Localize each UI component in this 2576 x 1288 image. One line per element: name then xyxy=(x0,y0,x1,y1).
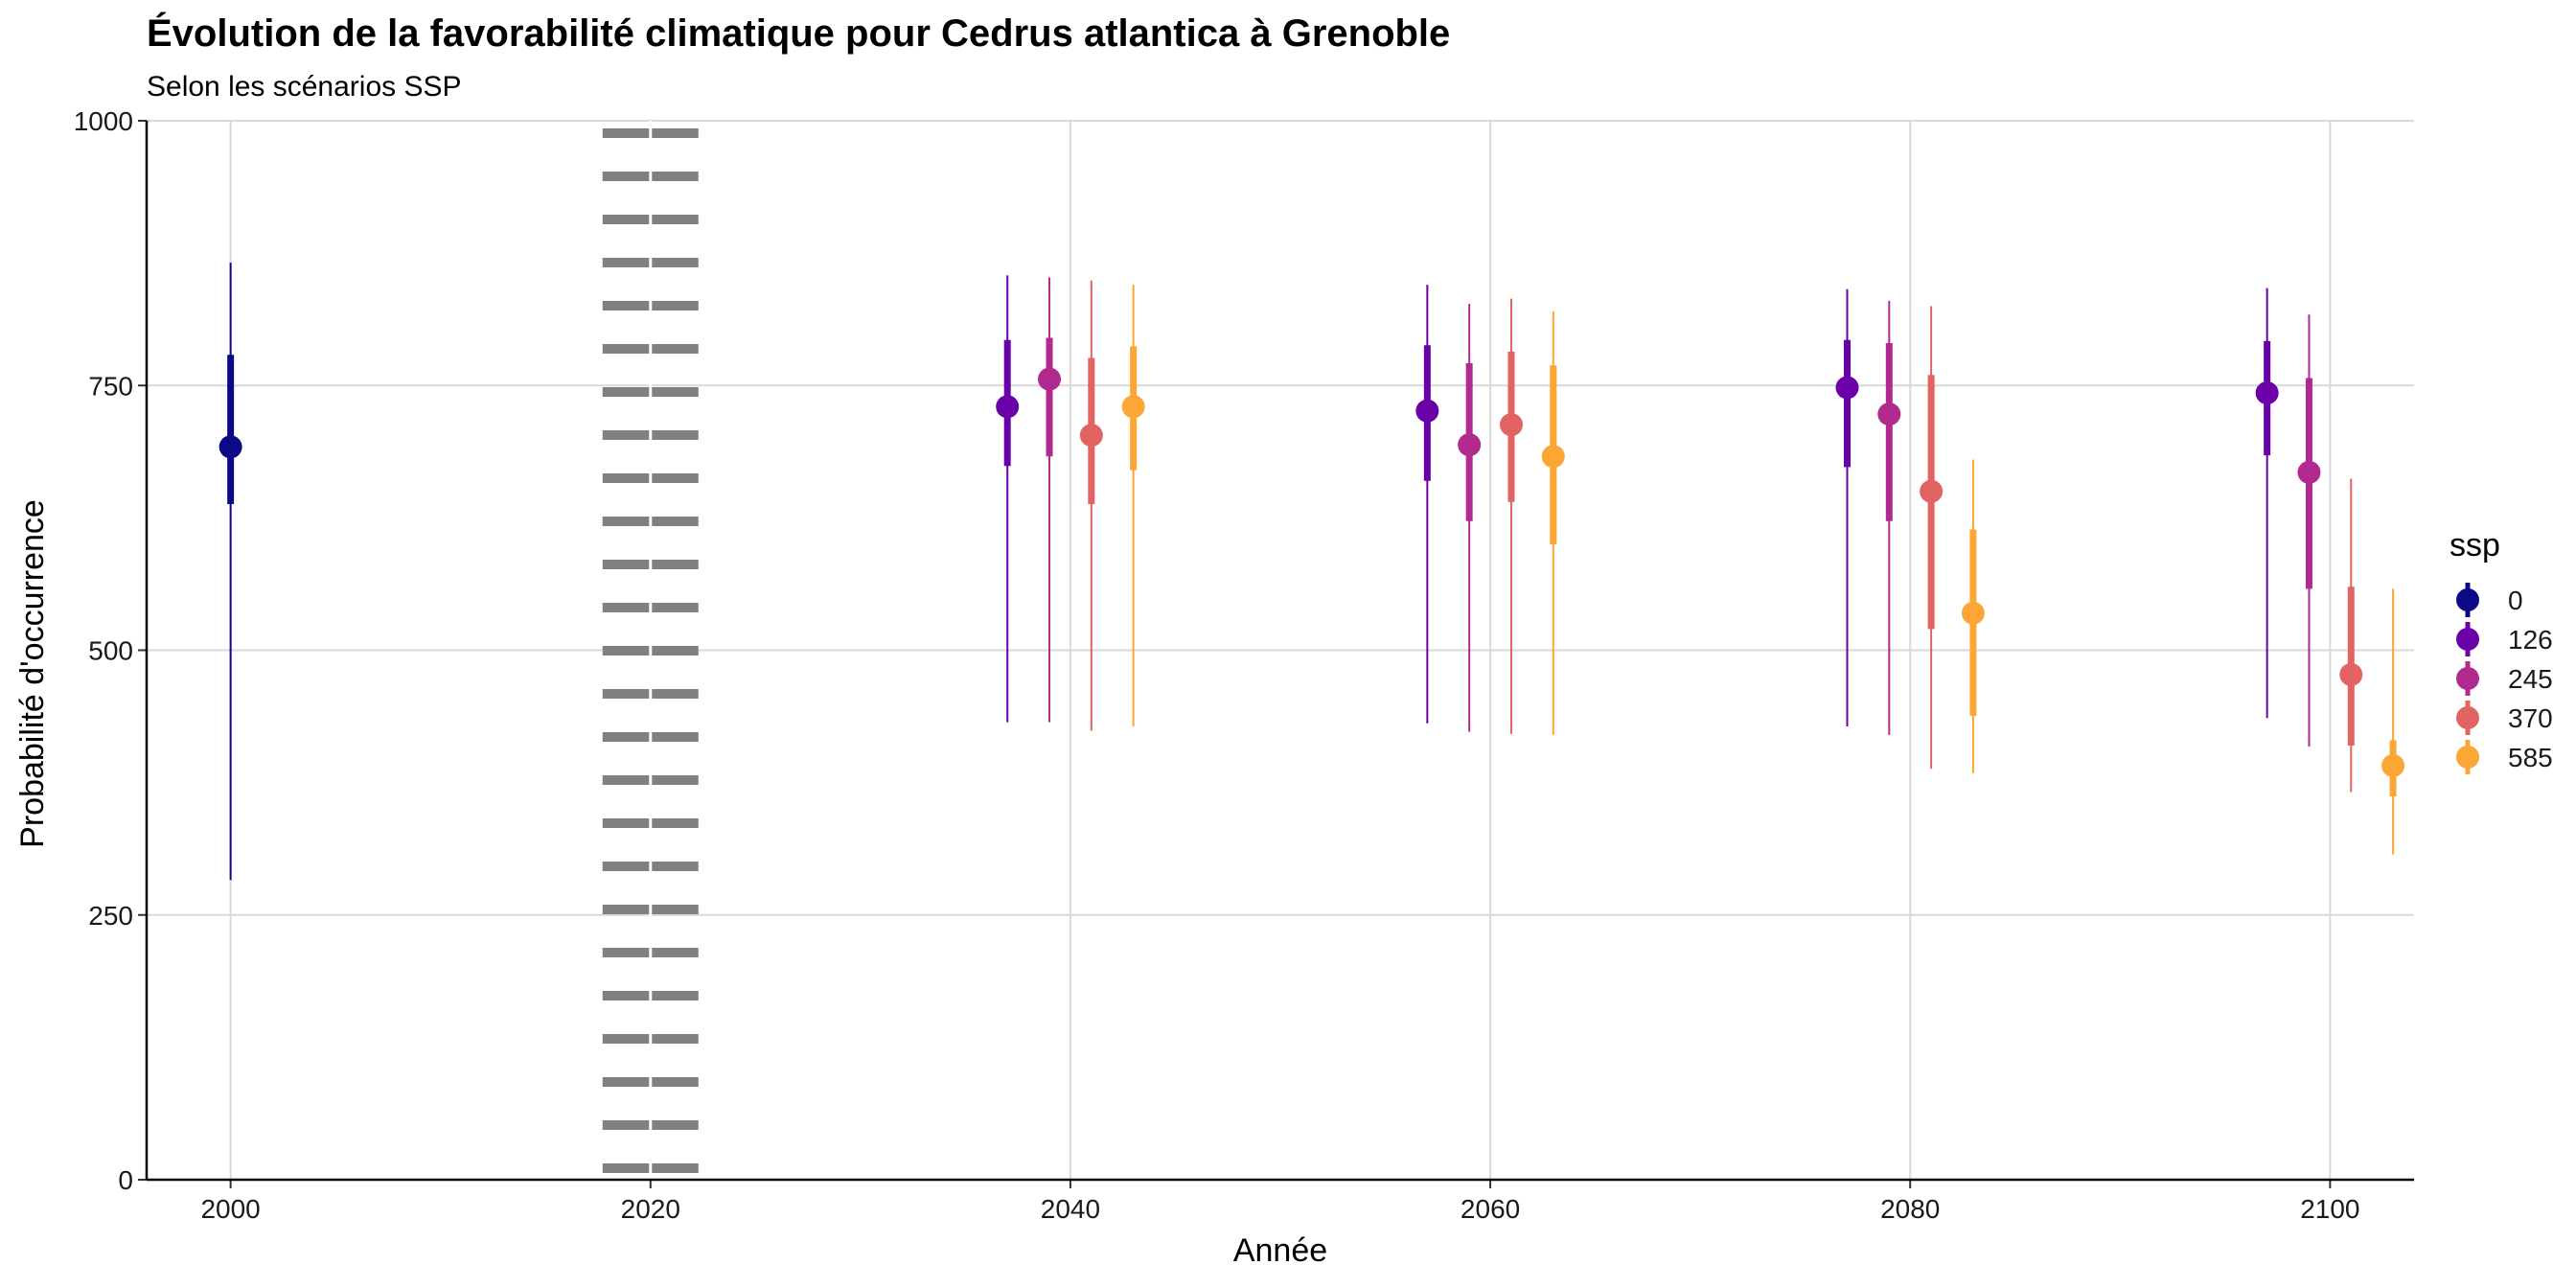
legend-item-ssp585: 585 xyxy=(2456,740,2553,774)
pointrange-ssp370-2061 xyxy=(1499,298,1523,734)
legend-title: ssp xyxy=(2450,527,2500,564)
y-tick-label: 750 xyxy=(88,371,133,401)
x-tick-label: 2100 xyxy=(2300,1194,2359,1224)
median-point xyxy=(996,395,1020,419)
pointrange-ssp585-2063 xyxy=(1541,310,1565,735)
legend-label: 370 xyxy=(2508,703,2553,733)
pointrange-ssp126-2097 xyxy=(2255,288,2279,719)
median-point xyxy=(1121,395,1145,419)
y-tick-label: 250 xyxy=(88,901,133,931)
median-point xyxy=(1541,445,1565,469)
pointrange-ssp370-2041 xyxy=(1079,280,1103,731)
pointrange-ssp585-2083 xyxy=(1961,459,1985,773)
median-point xyxy=(2297,460,2321,484)
legend-label: 126 xyxy=(2508,625,2553,655)
pointrange-ssp0-2000 xyxy=(218,263,242,881)
pointrange-ssp245-2079 xyxy=(1877,300,1901,735)
legend-label: 245 xyxy=(2508,664,2553,694)
pointrange-ssp126-2037 xyxy=(996,275,1020,723)
y-tick-label: 500 xyxy=(88,636,133,666)
y-tick-label: 0 xyxy=(118,1165,133,1195)
legend-key-point xyxy=(2456,746,2479,769)
x-tick-label: 2080 xyxy=(1880,1194,1940,1224)
median-point xyxy=(1458,433,1482,457)
median-point xyxy=(1079,424,1103,448)
x-tick-label: 2020 xyxy=(621,1194,680,1224)
x-tick-label: 2060 xyxy=(1460,1194,1520,1224)
pointrange-ssp585-2103 xyxy=(2381,588,2405,855)
pointrange-ssp370-2081 xyxy=(1920,306,1944,770)
legend-label: 585 xyxy=(2508,743,2553,772)
median-point xyxy=(1835,376,1859,400)
x-tick-label: 2040 xyxy=(1041,1194,1100,1224)
median-point xyxy=(1499,413,1523,437)
chart-subtitle: Selon les scénarios SSP xyxy=(147,71,462,103)
legend-item-ssp245: 245 xyxy=(2456,661,2553,696)
y-tick-label: 1000 xyxy=(74,106,133,136)
pointrange-ssp245-2099 xyxy=(2297,314,2321,748)
median-point xyxy=(2381,753,2405,777)
y-axis-title: Probabilité d'occurrence xyxy=(14,499,51,848)
legend-item-ssp370: 370 xyxy=(2456,701,2553,735)
legend: ssp 0 126 245 370 585 xyxy=(2450,527,2553,774)
median-point xyxy=(1920,479,1944,503)
data-marks xyxy=(218,263,2405,881)
x-axis-title: Année xyxy=(1233,1232,1327,1269)
median-point xyxy=(218,435,242,459)
legend-item-ssp0: 0 xyxy=(2456,583,2523,617)
legend-key-point xyxy=(2456,667,2479,690)
x-tick-label: 2000 xyxy=(200,1194,260,1224)
legend-label: 0 xyxy=(2508,586,2523,615)
pointrange-ssp585-2043 xyxy=(1121,285,1145,727)
median-point xyxy=(1961,601,1985,625)
median-point xyxy=(2339,662,2363,686)
pointrange-ssp126-2057 xyxy=(1415,285,1439,724)
median-point xyxy=(1415,399,1439,423)
median-point xyxy=(1038,367,1062,391)
axes: 0 250 500 750 1000 2000 2020 2040 2060 2080 2100 xyxy=(74,106,2414,1224)
pointrange-ssp245-2059 xyxy=(1458,304,1482,732)
median-point xyxy=(2255,380,2279,404)
pointrange-ssp126-2077 xyxy=(1835,288,1859,727)
legend-key-point xyxy=(2456,628,2479,651)
pointrange-ssp370-2101 xyxy=(2339,478,2363,793)
grid xyxy=(147,120,2414,1181)
legend-item-ssp126: 126 xyxy=(2456,622,2553,656)
pointrange-ssp245-2039 xyxy=(1038,277,1062,723)
median-point xyxy=(1877,402,1901,426)
legend-key-point xyxy=(2456,588,2479,611)
chart-title: Évolution de la favorabilité climatique … xyxy=(147,12,1450,55)
legend-key-point xyxy=(2456,706,2479,729)
